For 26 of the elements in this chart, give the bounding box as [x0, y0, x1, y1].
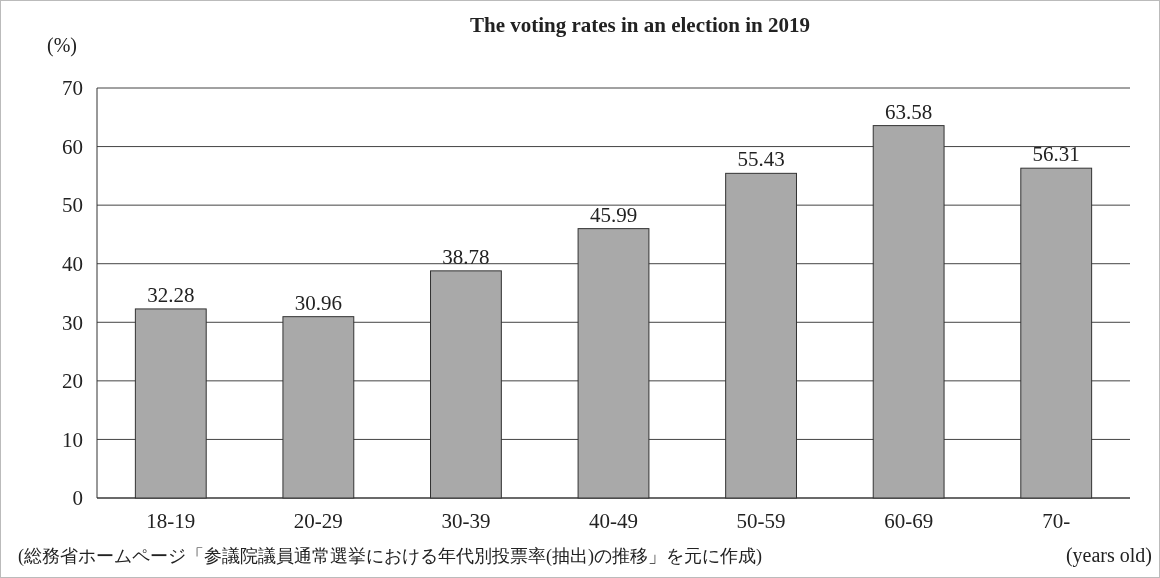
- y-tick-label: 20: [62, 369, 83, 394]
- x-axis-title: (years old): [1065, 544, 1152, 567]
- x-tick-label: 20-29: [293, 509, 343, 533]
- y-tick-label: 10: [62, 427, 83, 452]
- data-label: 56.31: [1032, 142, 1080, 167]
- x-tick-label: 18-19: [146, 509, 196, 533]
- x-tick-label: 70-: [1042, 509, 1071, 533]
- y-axis-title: (%): [47, 34, 77, 57]
- x-tick-label: 40-49: [589, 509, 638, 533]
- data-label: 32.28: [147, 282, 195, 307]
- data-label: 63.58: [885, 99, 933, 124]
- y-tick-label: 50: [62, 193, 83, 218]
- data-label: 45.99: [589, 202, 638, 227]
- y-tick-label: 30: [62, 310, 83, 335]
- data-label: 30.96: [294, 290, 342, 315]
- chart-title: The voting rates in an election in 2019: [469, 13, 811, 37]
- data-label: 38.78: [442, 244, 490, 269]
- y-tick-label: 60: [62, 134, 83, 159]
- y-tick-label: 40: [62, 252, 83, 277]
- data-label: 55.43: [737, 147, 785, 172]
- x-tick-label: 60-69: [884, 509, 934, 533]
- x-tick-label: 50-59: [736, 509, 786, 533]
- y-tick-label: 0: [72, 486, 83, 511]
- y-tick-label: 70: [62, 76, 83, 101]
- x-tick-label: 30-39: [441, 509, 491, 533]
- text: (総務省ホームページ「参議院議員通常選挙における年代別投票率(抽出)の推移」を元に作成): [18, 546, 762, 567]
